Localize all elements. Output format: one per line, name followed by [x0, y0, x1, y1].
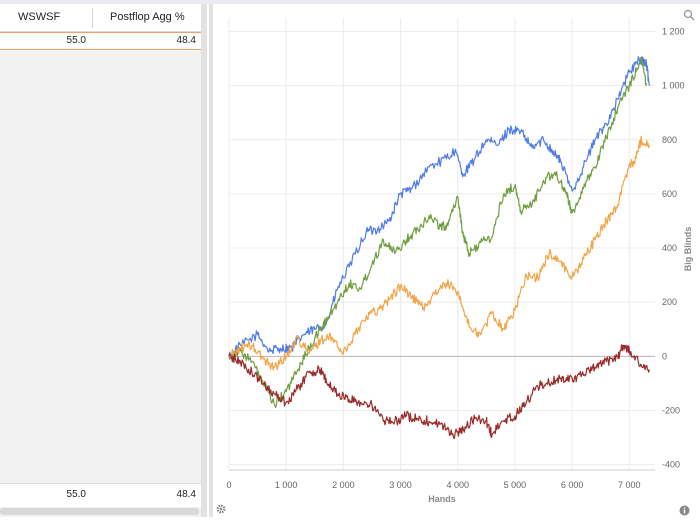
x-tick-label: 6 000: [561, 480, 584, 490]
x-tick-label: 0: [226, 480, 231, 490]
table-row[interactable]: 55.0 48.4: [0, 32, 201, 50]
graph-canvas: 0 1 000 2 000 3 000 4 000 5 000 6 000 7 000 -400…: [226, 18, 693, 504]
info-icon[interactable]: [679, 503, 690, 521]
x-tick-label: 7 000: [618, 480, 641, 490]
x-tick-label: 4 000: [446, 480, 469, 490]
x-tick-label: 2 000: [332, 480, 355, 490]
gear-icon[interactable]: [215, 502, 227, 520]
table-footer: 55.0 48.4: [0, 483, 201, 507]
top-strip: [0, 0, 700, 4]
series-line-4: [228, 344, 650, 439]
x-tick-label: 1 000: [275, 480, 298, 490]
vertical-scrollbar[interactable]: [209, 4, 213, 517]
search-icon[interactable]: [683, 8, 695, 26]
y-tick-label: 600: [662, 189, 677, 199]
footer-wswsf: 55.0: [66, 489, 86, 500]
column-header-wswsf[interactable]: WSWSF: [18, 11, 61, 23]
cell-wswsf: 55.0: [66, 35, 86, 46]
series-line-3: [228, 135, 650, 371]
cell-postflop-agg: 48.4: [176, 35, 196, 46]
winnings-graph: 0 1 000 2 000 3 000 4 000 5 000 6 000 7 000 -400…: [214, 4, 700, 517]
horizontal-scrollbar[interactable]: [0, 508, 199, 515]
x-tick-label: 5 000: [504, 480, 527, 490]
panel-splitter[interactable]: [201, 4, 207, 517]
series-line-2: [228, 56, 647, 409]
y-tick-label: 400: [662, 243, 677, 253]
y-tick-label: 1 200: [662, 27, 685, 37]
table-header: WSWSF Postflop Agg %: [0, 4, 201, 32]
y-tick-label: 1 000: [662, 81, 685, 91]
x-axis-label: Hands: [428, 494, 456, 504]
y-tick-label: -200: [662, 405, 680, 415]
column-divider: [92, 8, 93, 28]
y-axis-label: Big Blinds: [683, 227, 693, 272]
series-line-1: [228, 56, 650, 359]
y-tick-label: -400: [662, 460, 680, 470]
y-tick-label: 0: [662, 351, 667, 361]
y-tick-label: 800: [662, 135, 677, 145]
footer-postflop-agg: 48.4: [176, 489, 196, 500]
splitter-gap: [207, 4, 209, 517]
x-tick-label: 3 000: [389, 480, 412, 490]
y-tick-label: 200: [662, 297, 677, 307]
stats-table-panel: WSWSF Postflop Agg % 55.0 48.4 55.0 48.4: [0, 4, 201, 517]
column-header-postflop-agg[interactable]: Postflop Agg %: [110, 11, 185, 23]
